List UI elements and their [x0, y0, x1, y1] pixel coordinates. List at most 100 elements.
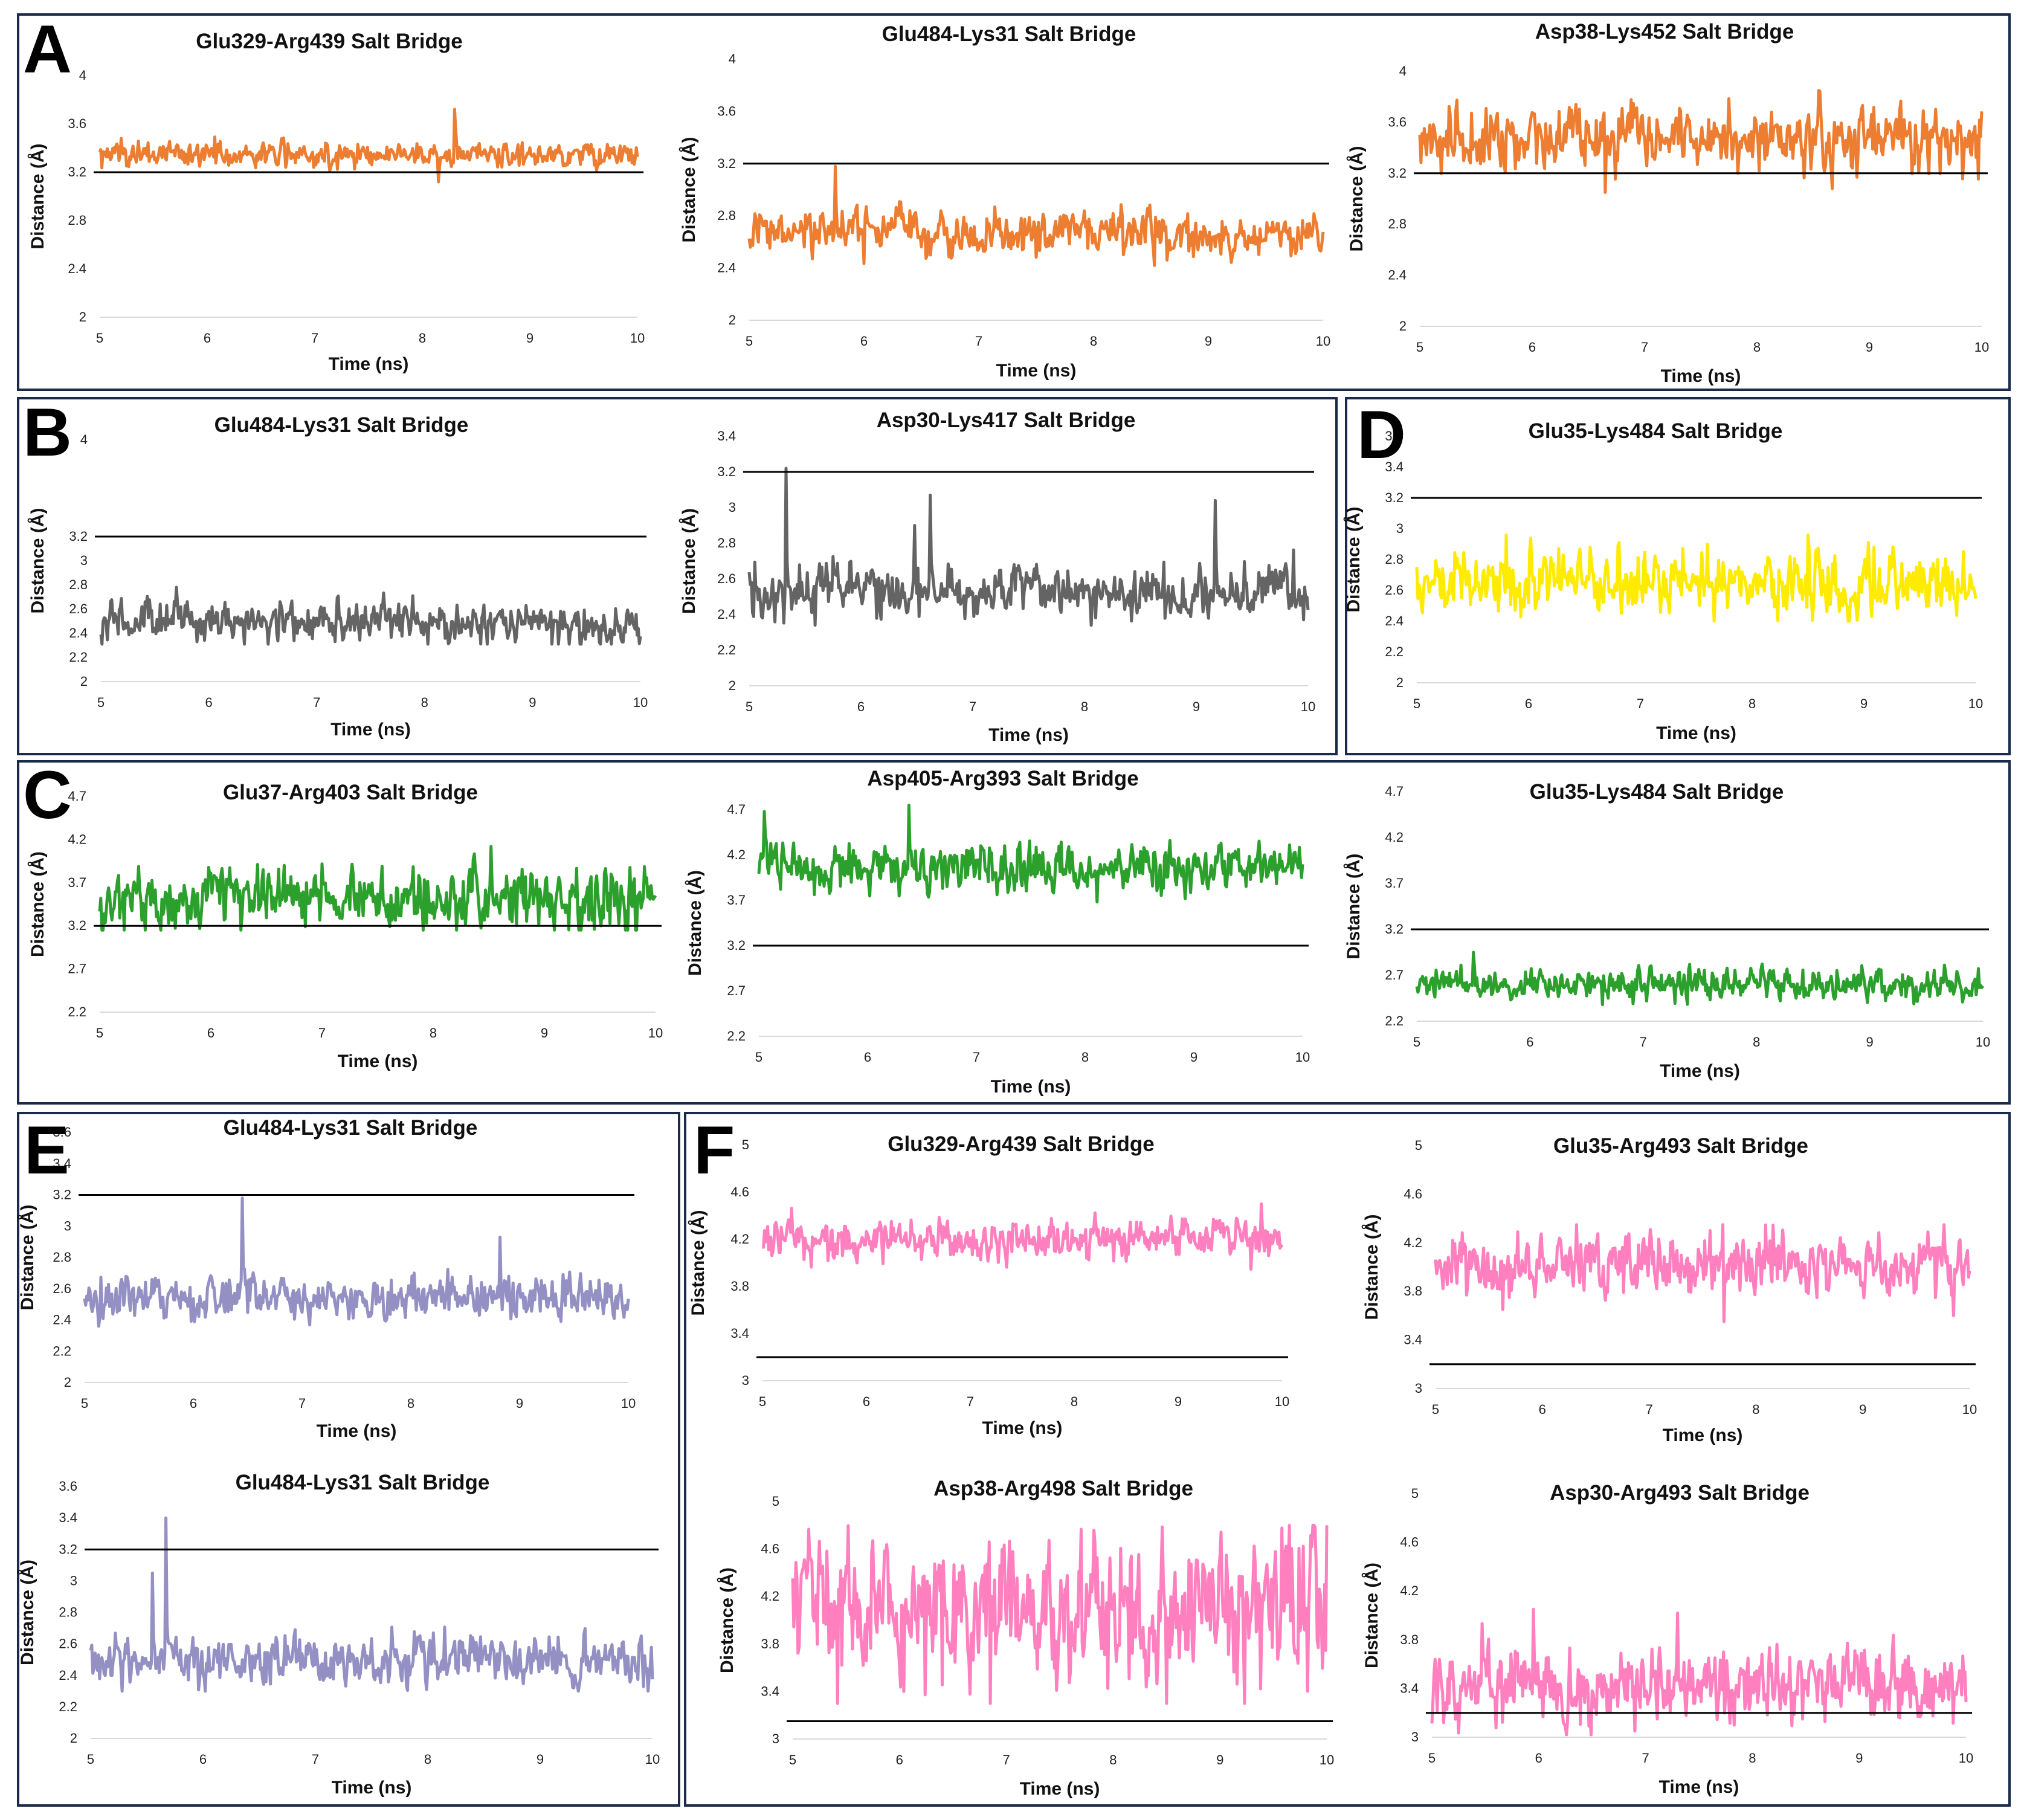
- chart-title: Glu37-Arg403 Salt Bridge: [223, 781, 478, 804]
- y-tick-label: 4.6: [761, 1541, 779, 1557]
- x-axis-label: Time (ns): [317, 1421, 397, 1441]
- x-tick-label: 8: [1081, 1050, 1089, 1065]
- chart-1: Glu329-Arg439 Salt Bridge 2 2.4 2.8 3.2 3.6 4 5…: [28, 30, 645, 374]
- x-tick-label: 8: [1752, 1402, 1759, 1417]
- x-tick-label: 8: [1753, 340, 1761, 355]
- x-tick-label: 6: [205, 695, 212, 710]
- x-axis-label: Time (ns): [996, 361, 1077, 381]
- y-tick-label: 2.2: [69, 650, 88, 665]
- y-tick-label: 2.4: [1388, 268, 1407, 283]
- y-tick-label: 3: [729, 500, 736, 515]
- y-tick-label: 2.6: [717, 571, 736, 586]
- x-tick-label: 10: [633, 695, 648, 710]
- x-tick-label: 5: [759, 1394, 766, 1409]
- x-axis-label: Time (ns): [332, 1778, 412, 1798]
- x-tick-label: 10: [1962, 1402, 1977, 1417]
- y-tick-label: 3.6: [53, 1125, 71, 1140]
- x-tick-label: 10: [1301, 699, 1315, 714]
- y-tick-label: 2.4: [717, 607, 736, 622]
- y-tick-label: 2.2: [1385, 1013, 1404, 1028]
- chart-6: Glu35-Lys484 Salt Bridge 2 2.2 2.4 2.6 2.8 3 3.…: [1344, 419, 1983, 743]
- x-tick-label: 10: [1320, 1752, 1334, 1767]
- y-tick-label: 3.2: [68, 164, 86, 179]
- panel-letter-c: C: [23, 757, 72, 833]
- y-tick-label: 2.8: [53, 1250, 71, 1265]
- x-tick-label: 10: [645, 1752, 660, 1767]
- y-tick-label: 4.6: [1400, 1535, 1419, 1550]
- x-tick-label: 5: [746, 699, 753, 714]
- chart-title: Glu329-Arg439 Salt Bridge: [196, 30, 463, 53]
- y-tick-label: 3.8: [1400, 1632, 1419, 1647]
- x-tick-label: 6: [1535, 1751, 1542, 1766]
- x-axis-label: Time (ns): [338, 1051, 418, 1071]
- panel-letter-a: A: [23, 11, 72, 87]
- y-tick-label: 2.2: [727, 1028, 746, 1044]
- x-tick-label: 6: [190, 1396, 197, 1411]
- x-tick-label: 10: [1959, 1751, 1973, 1766]
- y-tick-label: 3: [70, 1573, 77, 1588]
- x-tick-label: 7: [313, 695, 320, 710]
- x-tick-label: 10: [1295, 1050, 1310, 1065]
- y-tick-label: 3: [64, 1218, 71, 1233]
- x-tick-label: 8: [1753, 1034, 1760, 1050]
- y-tick-label: 3.7: [1385, 876, 1404, 891]
- y-tick-label: 4.2: [727, 847, 746, 862]
- x-tick-label: 8: [1071, 1394, 1078, 1409]
- y-tick-label: 2.7: [68, 961, 86, 976]
- x-tick-label: 7: [311, 331, 318, 346]
- y-axis-label: Distance (Å): [1344, 506, 1364, 612]
- y-tick-label: 2.8: [69, 577, 88, 592]
- chart-3: Asp38-Lys452 Salt Bridge 2 2.4 2.8 3.2 3.6 4 5 6…: [1347, 20, 1989, 386]
- x-axis-label: Time (ns): [982, 1418, 1063, 1438]
- y-tick-label: 5: [742, 1137, 749, 1152]
- y-tick-label: 2: [79, 309, 86, 324]
- chart-13: Glu35-Arg493 Salt Bridge 3 3.4 3.8 4.2 4.6 5 5 6…: [1362, 1134, 1977, 1445]
- panel-letter-e: E: [24, 1112, 69, 1188]
- y-tick-label: 3: [80, 553, 88, 568]
- x-tick-label: 10: [621, 1396, 636, 1411]
- y-tick-label: 3.8: [1404, 1283, 1422, 1299]
- x-tick-label: 8: [1090, 334, 1097, 349]
- y-axis-label: Distance (Å): [28, 143, 48, 249]
- x-tick-label: 10: [630, 331, 645, 346]
- x-tick-label: 10: [1968, 696, 1983, 711]
- x-tick-label: 9: [1860, 696, 1868, 711]
- x-axis-label: Time (ns): [1659, 1777, 1739, 1797]
- x-axis-label: Time (ns): [988, 725, 1069, 745]
- y-tick-label: 2.7: [1385, 967, 1404, 983]
- x-tick-label: 6: [860, 334, 868, 349]
- x-tick-label: 9: [526, 331, 533, 346]
- y-tick-label: 2.6: [59, 1636, 77, 1651]
- y-tick-label: 2.2: [53, 1343, 71, 1358]
- y-tick-label: 4.6: [730, 1184, 749, 1199]
- y-tick-label: 4.2: [68, 831, 86, 847]
- panel-letter-d: D: [1357, 397, 1406, 473]
- x-tick-label: 6: [1525, 696, 1532, 711]
- x-tick-label: 9: [1866, 340, 1873, 355]
- chart-4: Glu484-Lys31 Salt Bridge 2 2.2 2.4 2.6 2.8 3 3.…: [28, 413, 648, 740]
- x-tick-label: 9: [1175, 1394, 1182, 1409]
- y-tick-label: 5: [772, 1494, 779, 1509]
- chart-11: Glu484-Lys31 Salt Bridge 2 2.2 2.4 2.6 2.8 3 3.…: [18, 1471, 660, 1798]
- x-tick-label: 5: [755, 1050, 762, 1065]
- y-tick-label: 3.2: [717, 464, 736, 479]
- chart-title: Glu329-Arg439 Salt Bridge: [888, 1132, 1155, 1156]
- series-line: [1434, 1223, 1971, 1323]
- y-tick-label: 2.4: [68, 261, 86, 276]
- x-tick-label: 5: [87, 1752, 94, 1767]
- y-tick-label: 3: [1396, 521, 1404, 536]
- x-tick-label: 5: [1413, 696, 1420, 711]
- series-line: [99, 586, 642, 646]
- y-tick-label: 2: [64, 1375, 71, 1390]
- y-axis-label: Distance (Å): [1344, 853, 1364, 959]
- x-tick-label: 9: [1855, 1751, 1863, 1766]
- chart-title: Glu484-Lys31 Salt Bridge: [214, 413, 469, 437]
- y-tick-label: 2.2: [717, 642, 736, 657]
- series-line: [1418, 89, 1984, 194]
- x-axis-label: Time (ns): [991, 1077, 1071, 1097]
- series-line: [89, 1516, 654, 1693]
- panel-a-frame: [17, 13, 2011, 391]
- y-tick-label: 3.4: [1400, 1680, 1419, 1696]
- chart-title: Glu484-Lys31 Salt Bridge: [224, 1116, 478, 1140]
- y-axis-label: Distance (Å): [717, 1567, 737, 1673]
